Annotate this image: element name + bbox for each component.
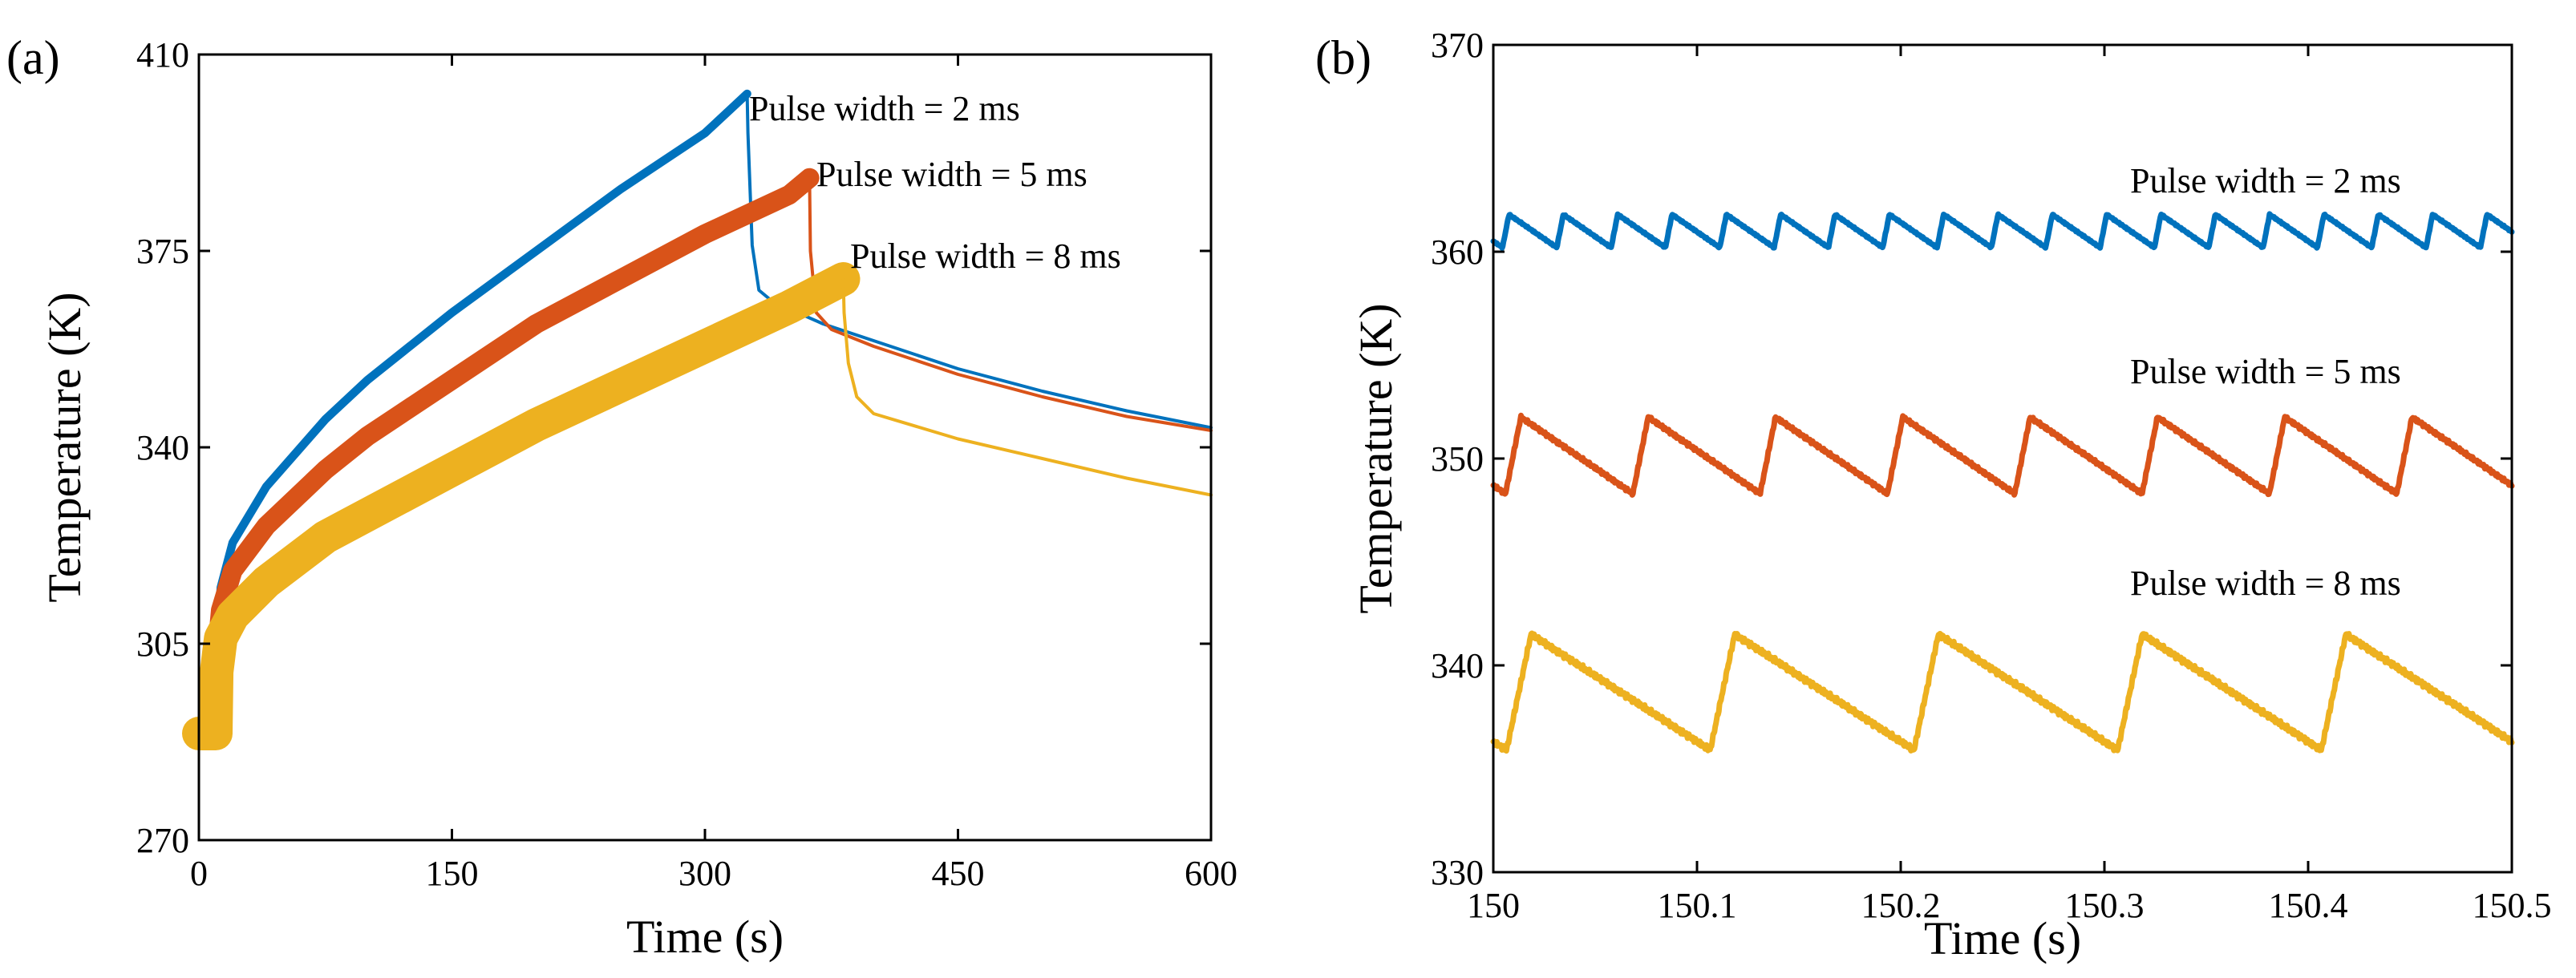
panel-a-x-axis-title: Time (s) [626, 911, 784, 963]
x-tick-label: 150.5 [2473, 886, 2552, 925]
y-tick-label: 270 [136, 821, 189, 860]
x-tick-label: 150.2 [1861, 886, 1941, 925]
panel-b-x-tick-labels: 150 150.1 150.2 150.3 150.4 150.5 [1467, 886, 2552, 925]
panel-a-series-3-decay [841, 277, 1213, 497]
panel-b-annotation-5ms: Pulse width = 5 ms [2130, 352, 2401, 391]
panel-b-y-axis-title: Temperature (K) [1350, 303, 1402, 613]
panel-a-series-2-decay [808, 176, 1213, 432]
panel-b-ticks [1492, 43, 2513, 874]
x-tick-label: 0 [190, 854, 208, 893]
panel-a-annotation-2ms: Pulse width = 2 ms [749, 89, 1020, 128]
y-tick-label: 330 [1431, 853, 1484, 892]
y-tick-label: 375 [136, 232, 189, 271]
panel-b-annotation-2ms: Pulse width = 2 ms [2130, 161, 2401, 200]
panel-b-series-1 [1490, 211, 2515, 251]
panel-a-label: (a) [6, 31, 60, 84]
y-tick-label: 340 [1431, 646, 1484, 685]
panel-a-annotation-5ms: Pulse width = 5 ms [816, 155, 1088, 194]
y-tick-label: 305 [136, 624, 189, 664]
panel-b-chart: (b) 150 150.1 150.2 150.3 150.4 150.5 3303403… [1315, 26, 2552, 964]
x-tick-label: 600 [1185, 854, 1237, 893]
panel-b-annotation-8ms: Pulse width = 8 ms [2130, 564, 2401, 603]
y-tick-label: 350 [1431, 439, 1484, 479]
x-tick-label: 150.3 [2065, 886, 2145, 925]
panel-a-y-tick-labels: 270 305 340 375 410 [136, 35, 189, 860]
panel-b-x-axis-title: Time (s) [1924, 912, 2081, 964]
y-tick-label: 410 [136, 35, 189, 75]
panel-a-annotation-8ms: Pulse width = 8 ms [850, 236, 1121, 276]
x-tick-label: 150 [426, 854, 479, 893]
panel-a-y-axis-title: Temperature (K) [38, 292, 91, 602]
panel-b-label: (b) [1315, 31, 1371, 84]
panel-a-series-1-rise [194, 89, 751, 738]
panel-a-ticks [197, 53, 1213, 842]
panel-b-series-3 [1490, 630, 2515, 754]
panel-b-series-2 [1490, 412, 2515, 498]
panel-b-y-tick-labels: 330 340 350 360 370 [1431, 26, 1484, 892]
x-tick-label: 150.1 [1658, 886, 1737, 925]
x-tick-label: 150.4 [2269, 886, 2348, 925]
panel-a-series-group [182, 89, 1213, 750]
y-tick-label: 340 [136, 428, 189, 467]
x-tick-label: 300 [678, 854, 731, 893]
panel-a-x-tick-labels: 0 150 300 450 600 [190, 854, 1237, 893]
panel-b-series-group [1490, 211, 2515, 754]
y-tick-label: 370 [1431, 26, 1484, 65]
x-tick-label: 150 [1467, 886, 1520, 925]
panel-a-series-3-rise [182, 262, 861, 750]
y-tick-label: 360 [1431, 232, 1484, 272]
x-tick-label: 450 [932, 854, 985, 893]
panel-a-chart: (a) 0 150 300 450 600 270 305 340 375 410 Time (… [6, 31, 1237, 963]
